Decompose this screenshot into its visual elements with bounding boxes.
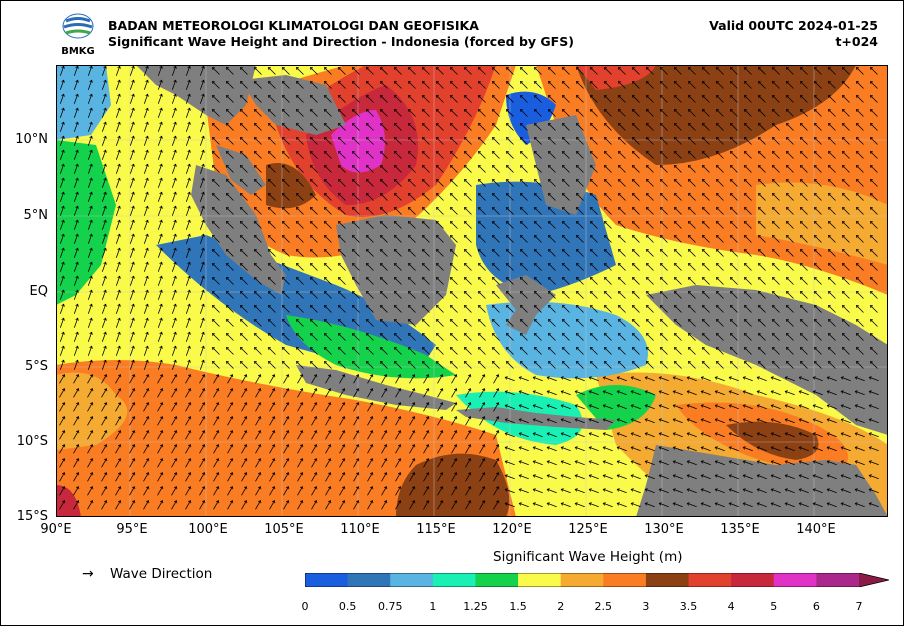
lon-label-90e: 90°E [40,522,72,537]
colorbar-segment [773,573,817,587]
lon-label-115e: 115°E [416,522,456,537]
borneo-land [336,215,456,325]
lat-label-15s: 15°S [16,509,48,524]
lat-label-5n: 5°N [23,208,49,223]
colorbar-tick-label: 4 [727,600,735,613]
forecast-step: t+024 [835,34,878,49]
colorbar-segment [475,573,519,587]
lat-label-eq: EQ [29,284,48,299]
new-guinea-land [646,285,888,435]
colorbar-tick-label: 0.75 [377,600,403,613]
agency-title: BADAN METEOROLOGI KLIMATOLOGI DAN GEOFIS… [108,18,479,33]
lat-label-5s: 5°S [24,359,48,374]
wave-direction-arrows [59,65,879,510]
colorbar [305,573,889,587]
product-title: Significant Wave Height and Direction - … [108,34,574,49]
nusa-tenggara-land [456,407,616,430]
sumatra-land [191,165,286,295]
lat-label-10n: 10°N [15,132,48,147]
colorbar-segment [305,573,349,587]
lon-label-100e: 100°E [188,522,228,537]
lon-label-95e: 95°E [116,522,148,537]
sulawesi-land [496,275,556,335]
colorbar-tick-label: 1.25 [463,600,488,613]
java-land [296,365,456,410]
colorbar-tick-label: 5 [770,600,778,613]
colorbar-segment [688,573,732,587]
malay-peninsula-land [216,145,266,195]
bmkg-logo: BMKG [61,13,95,57]
colorbar-segment [731,573,775,587]
colorbar-tick-label: 0 [301,600,309,613]
lat-label-10s: 10°S [16,434,48,449]
colorbar-tick-label: 3.5 [679,600,698,613]
colorbar-tick-label: 1.5 [509,600,527,613]
colorbar-segment [347,573,391,587]
indochina-land [241,75,346,135]
lon-label-135e: 135°E [720,522,760,537]
lon-label-110e: 110°E [340,522,380,537]
lon-label-125e: 125°E [568,522,608,537]
colorbar-extend-arrow [859,573,889,587]
colorbar-segment [432,573,476,587]
colorbar-tick-label: 1 [429,600,437,613]
wave-direction-label: Wave Direction [110,566,213,582]
colorbar-title: Significant Wave Height (m) [493,549,683,565]
australia-land [636,445,888,517]
colorbar-tick-label: 2 [557,600,565,613]
colorbar-segment [645,573,690,587]
valid-time: Valid 00UTC 2024-01-25 [709,18,878,33]
wave-height-map [56,65,888,517]
colorbar-segment [603,573,647,587]
colorbar-tick-label: 0.5 [338,600,357,613]
colorbar-tick-label: 2.5 [594,600,613,613]
colorbar-segment [816,573,860,587]
logo-text: BMKG [61,46,95,57]
colorbar-tick-label: 3 [642,600,650,613]
map-gridlines [56,65,888,517]
lon-label-105e: 105°E [264,522,304,537]
lon-label-140e: 140°E [796,522,836,537]
lon-label-120e: 120°E [492,522,532,537]
wave-direction-arrow-icon: → [82,566,94,582]
colorbar-segment [518,573,562,587]
colorbar-segment [560,573,604,587]
colorbar-tick-label: 7 [855,600,863,613]
lon-label-130e: 130°E [644,522,684,537]
map-border [56,65,888,517]
colorbar-segment [390,573,434,587]
colorbar-tick-label: 6 [812,600,820,613]
